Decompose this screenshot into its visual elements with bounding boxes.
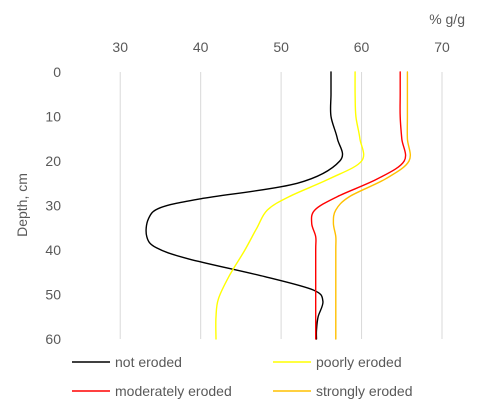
x-tick-labels: 30 40 50 60 70 [112,39,450,55]
legend-item: strongly eroded [273,383,413,399]
y-tick-label: 20 [45,153,61,169]
legend-item: not eroded [72,354,182,370]
legend-item: poorly eroded [273,354,402,370]
y-tick-label: 50 [45,287,61,303]
x-tick-label: 40 [193,39,209,55]
series-line-poorly-eroded [215,71,365,340]
legend-label: poorly eroded [316,354,402,370]
series-lines [145,71,412,340]
y-tick-label: 10 [45,109,61,125]
x-axis-title: % g/g [429,11,465,27]
legend-item: moderately eroded [72,383,232,399]
y-tick-label: 30 [45,198,61,214]
y-tick-label: 60 [45,331,61,347]
series-line-moderately-eroded [310,71,407,340]
x-tick-label: 60 [354,39,370,55]
legend-label: moderately eroded [115,383,232,399]
y-axis-title: Depth, cm [14,173,30,237]
grid [119,72,443,339]
y-tick-label: 40 [45,242,61,258]
series-line-not-eroded [145,71,344,340]
y-tick-labels: 0 10 20 30 40 50 60 [45,64,61,347]
x-tick-label: 50 [273,39,289,55]
x-tick-label: 70 [434,39,450,55]
legend-label: not eroded [115,354,182,370]
legend-label: strongly eroded [316,383,413,399]
legend: not eroded poorly eroded moderately eroded… [72,354,413,399]
x-tick-label: 30 [112,39,128,55]
series-line-strongly-eroded [332,71,412,340]
y-tick-label: 0 [53,64,61,80]
